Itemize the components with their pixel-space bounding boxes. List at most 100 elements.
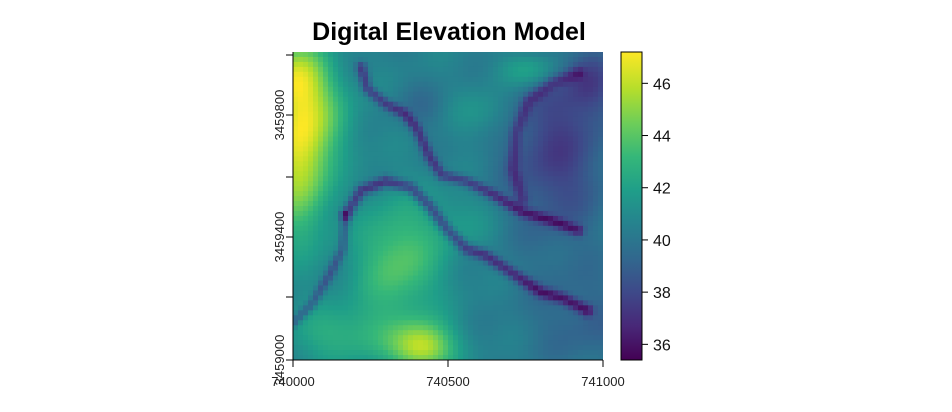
raster-cell	[563, 86, 569, 93]
raster-cell	[548, 201, 554, 207]
raster-cell	[363, 345, 369, 351]
raster-cell	[513, 81, 519, 88]
raster-cell	[398, 136, 404, 143]
raster-cell	[323, 126, 329, 133]
raster-cell	[403, 330, 409, 336]
raster-cell	[513, 121, 519, 128]
raster-cell	[428, 71, 434, 78]
raster-cell	[573, 201, 579, 207]
raster-cell	[303, 116, 309, 123]
raster-cell	[548, 176, 554, 182]
raster-cell	[508, 215, 514, 222]
raster-cell	[343, 66, 349, 73]
raster-cell	[348, 285, 354, 292]
raster-cell	[533, 166, 539, 172]
raster-cell	[543, 66, 549, 73]
raster-cell	[403, 141, 409, 147]
raster-cell	[583, 161, 589, 167]
raster-cell	[588, 280, 594, 287]
raster-cell	[543, 285, 549, 292]
raster-cell	[393, 265, 399, 272]
raster-cell	[573, 335, 579, 341]
raster-cell	[543, 245, 549, 252]
raster-cell	[443, 111, 449, 118]
raster-cell	[373, 106, 379, 113]
raster-cell	[503, 215, 509, 222]
raster-cell	[578, 275, 584, 282]
raster-cell	[473, 151, 479, 157]
raster-cell	[428, 101, 434, 108]
raster-cell	[518, 136, 524, 143]
raster-cell	[398, 245, 404, 252]
raster-cell	[413, 285, 419, 292]
raster-cell	[443, 91, 449, 98]
raster-cell	[553, 240, 559, 247]
raster-cell	[323, 315, 329, 321]
raster-cell	[293, 76, 299, 83]
raster-cell	[298, 300, 304, 306]
raster-cell	[428, 141, 434, 147]
raster-cell	[553, 350, 559, 356]
raster-cell	[573, 315, 579, 321]
raster-cell	[568, 166, 574, 172]
raster-cell	[503, 235, 509, 242]
raster-cell	[313, 66, 319, 73]
raster-cell	[393, 181, 399, 187]
raster-cell	[353, 186, 359, 192]
raster-cell	[358, 310, 364, 316]
raster-cell	[553, 235, 559, 242]
raster-cell	[563, 320, 569, 326]
raster-cell	[523, 300, 529, 306]
raster-cell	[488, 116, 494, 123]
raster-cell	[463, 335, 469, 341]
raster-cell	[353, 340, 359, 346]
raster-cell	[598, 280, 603, 287]
raster-cell	[293, 81, 299, 88]
raster-cell	[568, 161, 574, 167]
raster-cell	[323, 136, 329, 143]
raster-cell	[423, 91, 429, 98]
raster-cell	[318, 260, 324, 267]
raster-cell	[553, 111, 559, 118]
raster-cell	[478, 270, 484, 277]
raster-cell	[433, 310, 439, 316]
raster-cell	[353, 335, 359, 341]
raster-cell	[368, 201, 374, 207]
raster-cell	[403, 176, 409, 182]
raster-cell	[438, 206, 444, 212]
raster-cell	[473, 255, 479, 262]
raster-cell	[593, 245, 599, 252]
raster-cell	[338, 116, 344, 123]
raster-cell	[293, 305, 299, 311]
raster-cell	[353, 151, 359, 157]
raster-cell	[393, 245, 399, 252]
raster-cell	[388, 91, 394, 98]
raster-cell	[473, 56, 479, 63]
raster-cell	[558, 171, 564, 177]
raster-cell	[593, 280, 599, 287]
raster-cell	[453, 66, 459, 73]
raster-cell	[528, 245, 534, 252]
raster-cell	[463, 71, 469, 78]
raster-cell	[443, 350, 449, 356]
raster-cell	[553, 166, 559, 172]
raster-cell	[548, 191, 554, 197]
raster-cell	[328, 181, 334, 187]
raster-cell	[358, 220, 364, 227]
raster-cell	[408, 52, 414, 58]
raster-cell	[368, 260, 374, 267]
raster-cell	[568, 106, 574, 113]
raster-cell	[353, 96, 359, 103]
raster-cell	[568, 121, 574, 128]
raster-cell	[348, 66, 354, 73]
raster-cell	[438, 136, 444, 143]
raster-cell	[348, 260, 354, 267]
raster-cell	[328, 91, 334, 98]
raster-cell	[528, 101, 534, 108]
raster-cell	[423, 81, 429, 88]
raster-cell	[428, 300, 434, 306]
raster-cell	[443, 355, 449, 360]
raster-cell	[478, 325, 484, 331]
raster-cell	[343, 355, 349, 360]
raster-cell	[533, 290, 539, 297]
